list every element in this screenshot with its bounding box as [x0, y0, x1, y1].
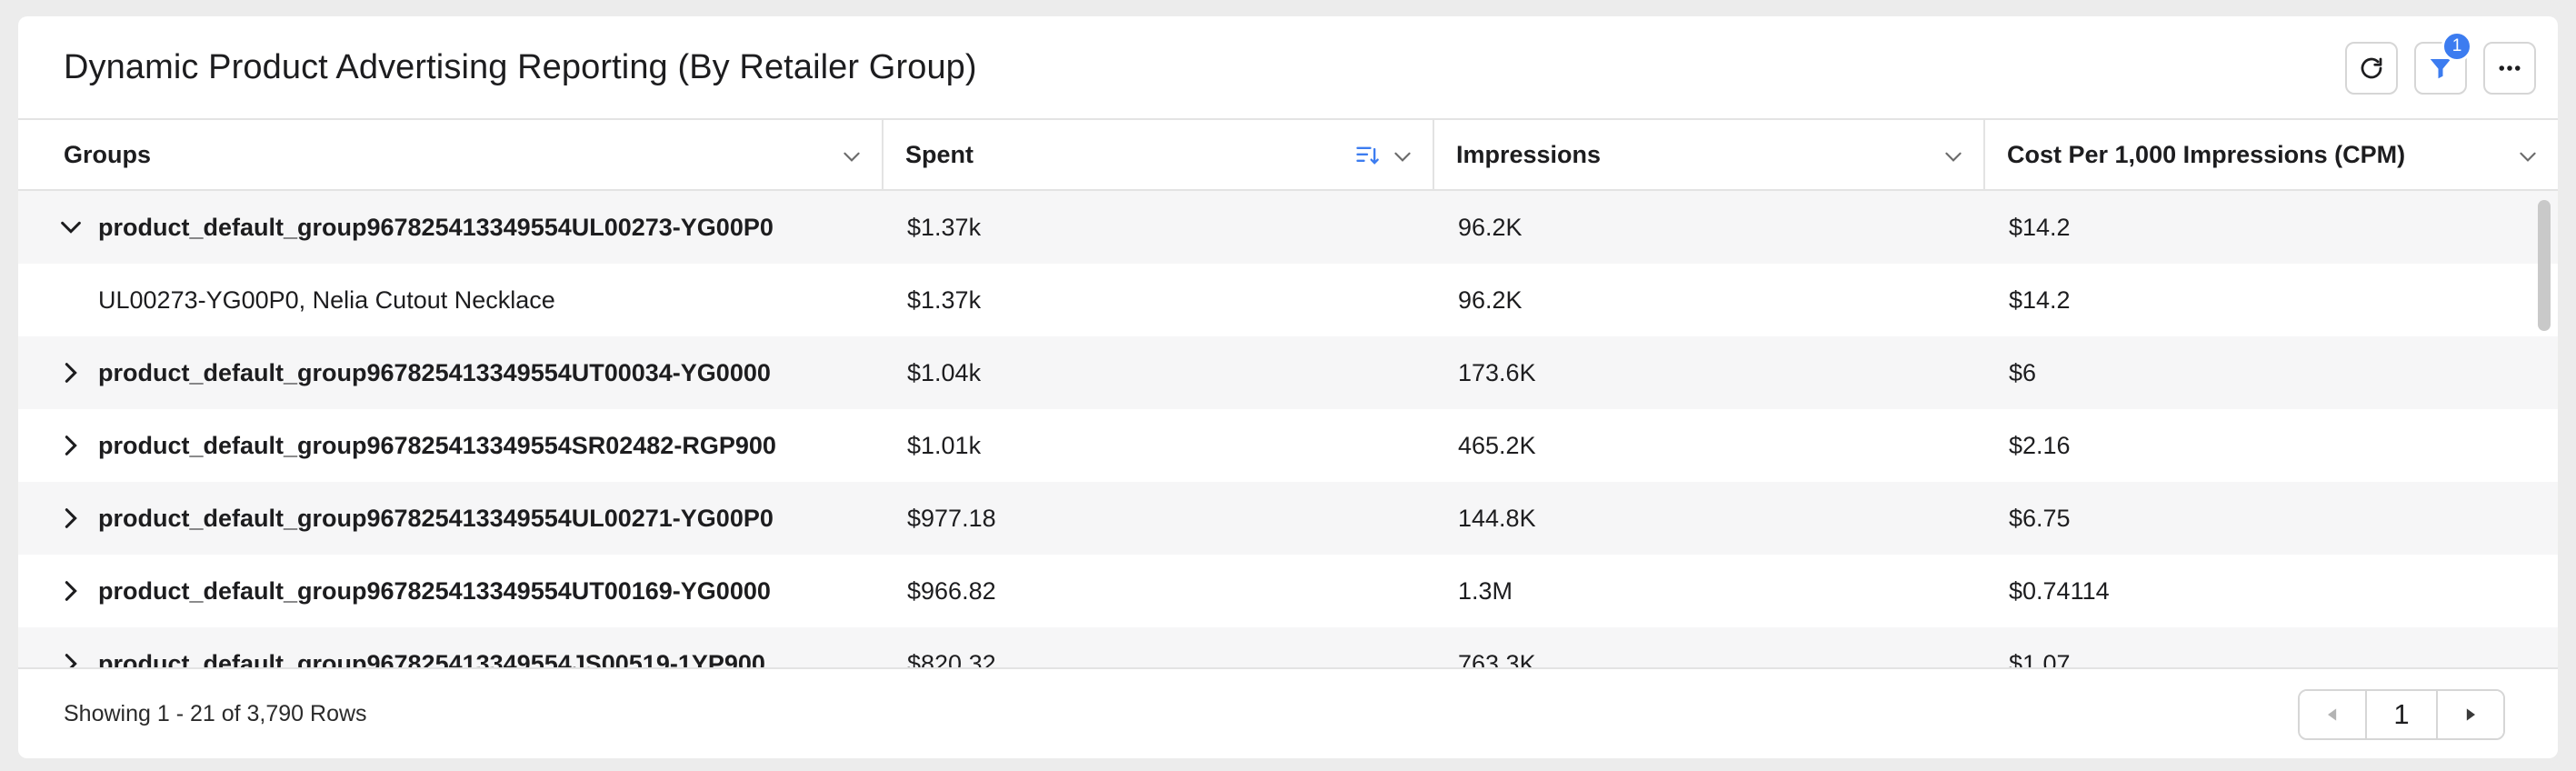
cpm-cell: $2.16	[2009, 431, 2071, 459]
expand-toggle[interactable]	[58, 360, 98, 386]
column-header-groups[interactable]: Groups	[18, 120, 884, 189]
row-count-text: Showing 1 - 21 of 3,790 Rows	[64, 700, 367, 726]
chevron-right-icon[interactable]	[58, 578, 84, 604]
spent-cell: $820.32	[907, 649, 996, 668]
current-page[interactable]: 1	[2365, 691, 2438, 738]
chevron-right-icon[interactable]	[58, 360, 84, 386]
more-options-button[interactable]	[2483, 42, 2536, 95]
impressions-cell: 96.2K	[1458, 285, 1523, 314]
group-name: product_default_group967825413349554JS00…	[98, 649, 765, 668]
group-name: product_default_group967825413349554UL00…	[98, 213, 774, 241]
caret-right-icon	[2466, 708, 2475, 721]
group-name: product_default_group967825413349554UT00…	[98, 358, 771, 386]
chevron-right-icon[interactable]	[58, 433, 84, 458]
refresh-button[interactable]	[2345, 42, 2398, 95]
next-page-button[interactable]	[2438, 691, 2503, 738]
column-label: Cost Per 1,000 Impressions (CPM)	[2007, 140, 2406, 168]
table-row[interactable]: product_default_group967825413349554UT00…	[18, 555, 2558, 627]
expand-toggle[interactable]	[58, 506, 98, 531]
sort-descending-icon[interactable]	[1354, 143, 1380, 168]
expand-toggle[interactable]	[58, 651, 98, 667]
impressions-cell: 763.3K	[1458, 649, 1536, 668]
cpm-cell: $1.07	[2009, 649, 2071, 668]
vertical-scrollbar[interactable]	[2538, 200, 2551, 331]
column-label: Groups	[64, 140, 152, 168]
header-actions: 1	[2345, 31, 2536, 95]
column-label: Impressions	[1456, 140, 1602, 168]
expand-toggle[interactable]	[58, 433, 98, 458]
chevron-down-icon[interactable]	[1942, 145, 1965, 168]
group-name: product_default_group967825413349554UL00…	[98, 504, 774, 532]
pagination: 1	[2298, 689, 2505, 740]
table-footer: Showing 1 - 21 of 3,790 Rows 1	[18, 667, 2558, 758]
impressions-cell: 1.3M	[1458, 576, 1513, 605]
chevron-down-icon[interactable]	[2516, 145, 2540, 168]
group-name: product_default_group967825413349554UT00…	[98, 576, 771, 605]
collapse-toggle[interactable]	[58, 215, 98, 240]
chevron-right-icon[interactable]	[58, 506, 84, 531]
impressions-cell: 173.6K	[1458, 358, 1536, 386]
table-row-child[interactable]: UL00273-YG00P0, Nelia Cutout Necklace $1…	[18, 264, 2558, 336]
table-row[interactable]: product_default_group967825413349554UL00…	[18, 482, 2558, 555]
cpm-cell: $14.2	[2009, 213, 2071, 241]
spent-cell: $966.82	[907, 576, 996, 605]
spent-cell: $1.01k	[907, 431, 982, 459]
cpm-cell: $14.2	[2009, 285, 2071, 314]
cpm-cell: $6	[2009, 358, 2037, 386]
chevron-right-icon[interactable]	[58, 651, 84, 667]
table-row[interactable]: product_default_group967825413349554JS00…	[18, 627, 2558, 667]
page-title: Dynamic Product Advertising Reporting (B…	[64, 47, 977, 86]
spent-cell: $1.37k	[907, 213, 982, 241]
table-row[interactable]: product_default_group967825413349554SR02…	[18, 409, 2558, 482]
spent-cell: $977.18	[907, 504, 996, 532]
group-name: product_default_group967825413349554SR02…	[98, 431, 776, 459]
more-horizontal-icon	[2499, 65, 2521, 71]
table-header: Groups Spent Impressions Cost Per 1,000 …	[18, 118, 2558, 191]
chevron-down-icon[interactable]	[58, 215, 84, 240]
spent-cell: $1.37k	[907, 285, 982, 314]
column-header-impressions[interactable]: Impressions	[1434, 120, 1985, 189]
filter-icon	[2430, 59, 2451, 79]
impressions-cell: 144.8K	[1458, 504, 1536, 532]
column-header-cpm[interactable]: Cost Per 1,000 Impressions (CPM)	[1985, 120, 2558, 189]
card-header: Dynamic Product Advertising Reporting (B…	[18, 16, 2558, 118]
chevron-down-icon[interactable]	[840, 145, 864, 168]
expand-toggle[interactable]	[58, 578, 98, 604]
report-card: Dynamic Product Advertising Reporting (B…	[18, 16, 2558, 758]
table-body[interactable]: product_default_group967825413349554UL00…	[18, 191, 2558, 667]
cpm-cell: $0.74114	[2009, 576, 2110, 605]
impressions-cell: 465.2K	[1458, 431, 1536, 459]
spent-cell: $1.04k	[907, 358, 982, 386]
column-header-spent[interactable]: Spent	[884, 120, 1434, 189]
chevron-down-icon[interactable]	[1391, 145, 1414, 168]
product-name: UL00273-YG00P0, Nelia Cutout Necklace	[98, 285, 555, 314]
table-row[interactable]: product_default_group967825413349554UL00…	[18, 191, 2558, 264]
caret-left-icon	[2328, 708, 2337, 721]
previous-page-button[interactable]	[2300, 691, 2365, 738]
cpm-cell: $6.75	[2009, 504, 2071, 532]
column-label: Spent	[905, 140, 974, 168]
filter-button[interactable]: 1	[2414, 31, 2472, 95]
table-row[interactable]: product_default_group967825413349554UT00…	[18, 336, 2558, 409]
refresh-icon	[2361, 57, 2382, 79]
filter-count-badge: 1	[2441, 31, 2472, 62]
impressions-cell: 96.2K	[1458, 213, 1523, 241]
